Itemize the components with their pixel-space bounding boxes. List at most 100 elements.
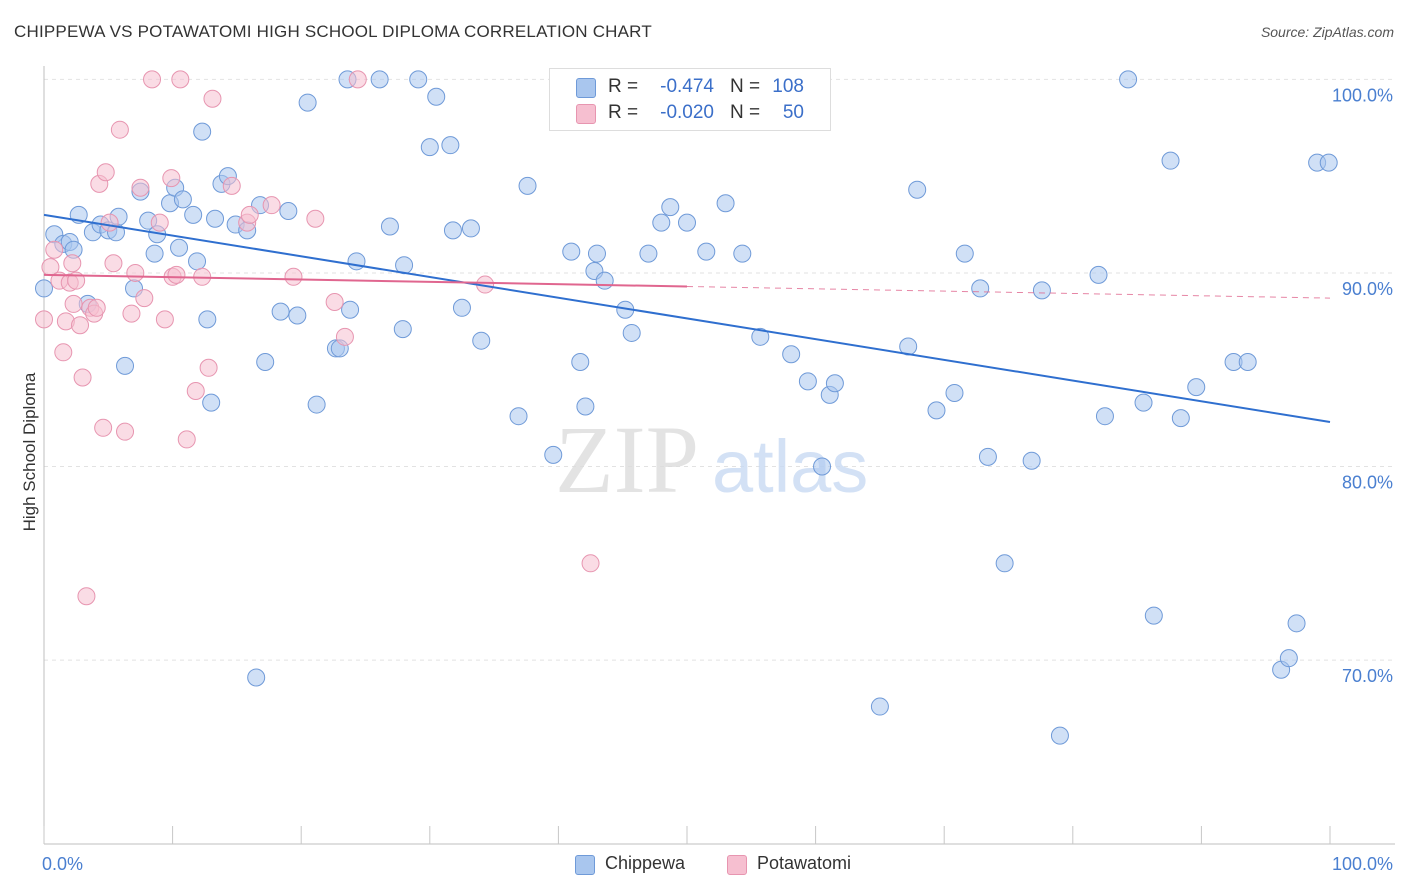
data-point-chippewa — [1161, 151, 1180, 170]
data-point-chippewa — [184, 205, 203, 224]
data-point-potawatomi — [96, 163, 115, 182]
data-point-potawatomi — [45, 240, 64, 259]
legend-swatch-potawatomi — [576, 104, 596, 124]
data-point-chippewa — [279, 201, 298, 220]
data-point-potawatomi — [87, 298, 106, 317]
data-point-chippewa — [247, 668, 266, 687]
data-point-chippewa — [1134, 393, 1153, 412]
data-point-chippewa — [1187, 378, 1206, 397]
data-point-chippewa — [1119, 70, 1138, 89]
data-point-chippewa — [202, 393, 221, 412]
data-point-chippewa — [1144, 606, 1163, 625]
data-point-potawatomi — [64, 294, 83, 313]
data-point-chippewa — [1050, 726, 1069, 745]
data-point-chippewa — [35, 279, 53, 298]
data-point-potawatomi — [177, 430, 196, 449]
data-point-chippewa — [170, 238, 189, 257]
data-point-potawatomi — [186, 382, 205, 401]
data-point-chippewa — [544, 445, 563, 464]
data-point-potawatomi — [284, 267, 303, 286]
data-point-chippewa — [622, 323, 641, 342]
data-point-potawatomi — [71, 316, 90, 335]
data-point-chippewa — [288, 306, 307, 325]
data-point-chippewa — [193, 122, 212, 141]
data-point-chippewa — [409, 70, 428, 89]
data-point-chippewa — [908, 180, 927, 199]
data-point-chippewa — [452, 298, 471, 317]
data-point-potawatomi — [135, 289, 154, 308]
bottom-legend-swatch-chippewa — [575, 855, 595, 875]
data-point-potawatomi — [122, 304, 141, 323]
data-point-potawatomi — [77, 587, 96, 606]
data-point-chippewa — [1319, 153, 1338, 172]
data-point-chippewa — [307, 395, 326, 414]
x-tick-label: 100.0% — [1332, 854, 1393, 874]
x-tick-label: 0.0% — [42, 854, 83, 874]
data-point-chippewa — [188, 252, 207, 271]
data-point-potawatomi — [335, 327, 354, 346]
trend-line-extension-potawatomi — [686, 285, 1331, 299]
data-point-chippewa — [271, 302, 290, 321]
data-point-chippewa — [518, 176, 537, 195]
data-point-chippewa — [652, 213, 671, 232]
data-point-chippewa — [870, 697, 889, 716]
legend-row-potawatomi: R = -0.020 N = 50 — [550, 100, 830, 126]
legend-r-label: R = — [608, 76, 639, 97]
legend-r-value: -0.474 — [660, 76, 714, 97]
data-point-chippewa — [782, 345, 801, 364]
data-point-potawatomi — [131, 178, 150, 197]
watermark-zip: ZIP — [555, 406, 699, 513]
data-point-potawatomi — [203, 89, 222, 108]
data-point-chippewa — [380, 217, 399, 236]
legend-r-label: R = — [608, 102, 639, 123]
data-point-chippewa — [813, 457, 832, 476]
data-point-chippewa — [571, 352, 590, 371]
y-tick-label: 90.0% — [1342, 279, 1393, 299]
data-point-chippewa — [978, 447, 997, 466]
data-point-potawatomi — [262, 196, 281, 215]
data-point-potawatomi — [162, 169, 181, 188]
data-point-chippewa — [145, 244, 164, 263]
data-point-chippewa — [798, 372, 817, 391]
data-point-chippewa — [995, 554, 1014, 573]
data-point-potawatomi — [222, 176, 241, 195]
data-point-chippewa — [298, 93, 317, 112]
data-point-potawatomi — [325, 292, 344, 311]
source-credit: Source: ZipAtlas.com — [1260, 24, 1394, 40]
data-point-potawatomi — [73, 368, 92, 387]
data-point-chippewa — [955, 244, 974, 263]
data-point-potawatomi — [240, 205, 259, 224]
data-point-chippewa — [576, 397, 595, 416]
data-point-chippewa — [697, 242, 716, 261]
data-point-chippewa — [1287, 614, 1306, 633]
data-point-potawatomi — [306, 209, 325, 228]
data-point-potawatomi — [199, 358, 218, 377]
data-point-potawatomi — [143, 70, 162, 89]
data-point-chippewa — [198, 310, 217, 329]
legend-row-chippewa: R = -0.474 N = 108 — [550, 74, 830, 100]
data-point-potawatomi — [35, 310, 53, 329]
bottom-legend-swatch-potawatomi — [727, 855, 747, 875]
data-point-chippewa — [825, 374, 844, 393]
chart-title: CHIPPEWA VS POTAWATOMI HIGH SCHOOL DIPLO… — [14, 22, 652, 41]
data-point-chippewa — [927, 401, 946, 420]
data-point-potawatomi — [581, 554, 600, 573]
data-point-chippewa — [1238, 352, 1257, 371]
legend-n-value: 108 — [772, 76, 804, 97]
data-point-chippewa — [716, 194, 735, 213]
data-point-potawatomi — [94, 418, 113, 437]
legend-n-label: N = — [730, 102, 761, 123]
y-tick-label: 80.0% — [1342, 473, 1393, 493]
data-point-chippewa — [971, 279, 990, 298]
trend-line-potawatomi — [43, 273, 688, 288]
data-point-chippewa — [733, 244, 752, 263]
legend-swatch-chippewa — [576, 78, 596, 98]
data-point-chippewa — [441, 136, 460, 155]
data-point-chippewa — [256, 352, 275, 371]
data-point-potawatomi — [155, 310, 174, 329]
data-point-chippewa — [341, 300, 360, 319]
trend-line-chippewa — [43, 213, 1331, 423]
data-point-chippewa — [1171, 409, 1190, 428]
data-point-chippewa — [206, 209, 225, 228]
data-point-chippewa — [1089, 265, 1108, 284]
